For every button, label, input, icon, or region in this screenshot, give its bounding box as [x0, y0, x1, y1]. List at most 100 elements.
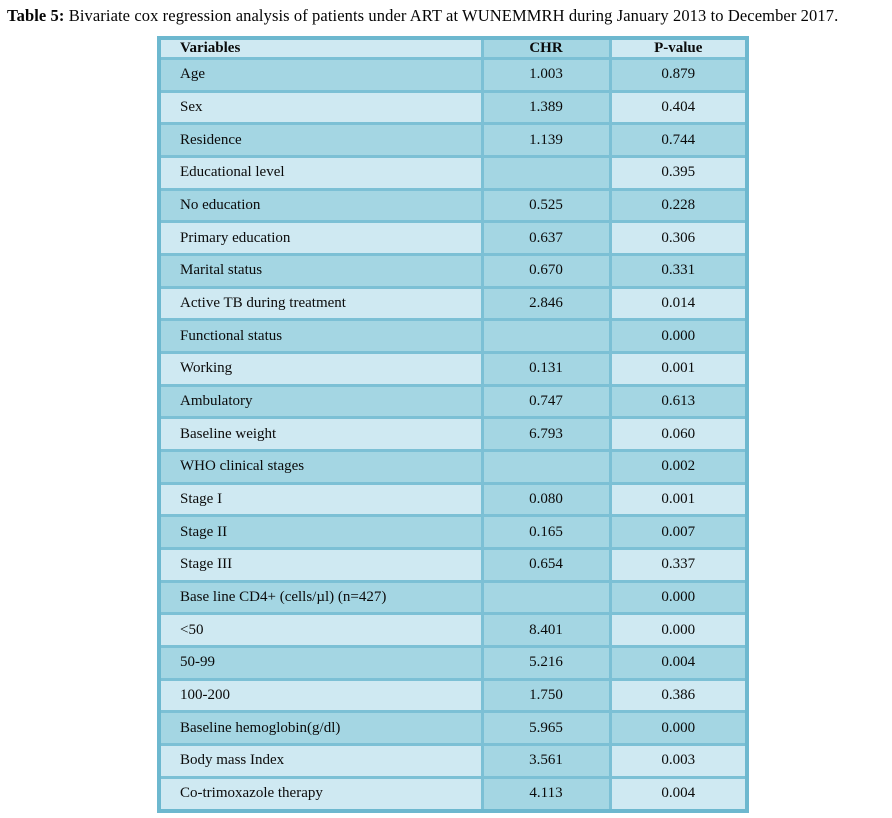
variable-cell: Baseline hemoglobin(g/dl) [157, 710, 484, 747]
chr-cell: 3.561 [480, 743, 612, 779]
column-header-chr: CHR [480, 36, 612, 60]
column-header-p-value: P-value [608, 36, 749, 60]
variable-cell: Functional status [157, 318, 484, 355]
table-row: Age 1.003 0.879 [157, 57, 749, 93]
table-row: Base line CD4+ (cells/µl) (n=427) 0.000 [157, 579, 749, 616]
table-container: Variables CHR P-value Age 1.003 0.879 Sex 1.… [157, 36, 749, 813]
p-value-cell: 0.004 [608, 775, 749, 813]
table-row: Co-trimoxazole therapy 4.113 0.004 [157, 775, 749, 813]
variable-cell: Ambulatory [157, 383, 484, 420]
variable-cell: Stage I [157, 481, 484, 518]
cox-regression-table: Variables CHR P-value Age 1.003 0.879 Sex 1.… [157, 36, 749, 813]
variable-cell: WHO clinical stages [157, 449, 484, 485]
table-caption-text: Bivariate cox regression analysis of pat… [64, 6, 839, 25]
chr-cell [480, 155, 612, 191]
variable-cell: <50 [157, 612, 484, 649]
table-row: Body mass Index 3.561 0.003 [157, 743, 749, 779]
chr-cell: 2.846 [480, 285, 612, 322]
table-header: Variables CHR P-value [157, 36, 749, 60]
variable-cell: Base line CD4+ (cells/µl) (n=427) [157, 579, 484, 616]
table-row: Stage III 0.654 0.337 [157, 547, 749, 583]
p-value-cell: 0.003 [608, 743, 749, 779]
column-header-variables: Variables [157, 36, 484, 60]
table-row: Marital status 0.670 0.331 [157, 253, 749, 289]
variable-cell: Working [157, 351, 484, 387]
table-row: 50-99 5.216 0.004 [157, 645, 749, 681]
variable-cell: Baseline weight [157, 416, 484, 453]
chr-cell: 1.139 [480, 122, 612, 159]
p-value-cell: 0.000 [608, 318, 749, 355]
p-value-cell: 0.337 [608, 547, 749, 583]
p-value-cell: 0.331 [608, 253, 749, 289]
table-row: No education 0.525 0.228 [157, 187, 749, 224]
variable-cell: Primary education [157, 220, 484, 257]
chr-cell: 1.003 [480, 57, 612, 93]
table-row: Baseline weight 6.793 0.060 [157, 416, 749, 453]
chr-cell: 0.525 [480, 187, 612, 224]
p-value-cell: 0.395 [608, 155, 749, 191]
p-value-cell: 0.000 [608, 579, 749, 616]
chr-cell: 0.165 [480, 514, 612, 551]
p-value-cell: 0.001 [608, 351, 749, 387]
table-row: Residence 1.139 0.744 [157, 122, 749, 159]
p-value-cell: 0.306 [608, 220, 749, 257]
p-value-cell: 0.613 [608, 383, 749, 420]
table-row: Baseline hemoglobin(g/dl) 5.965 0.000 [157, 710, 749, 747]
p-value-cell: 0.744 [608, 122, 749, 159]
p-value-cell: 0.007 [608, 514, 749, 551]
chr-cell: 1.750 [480, 677, 612, 714]
p-value-cell: 0.000 [608, 710, 749, 747]
table-row: Ambulatory 0.747 0.613 [157, 383, 749, 420]
table-row: WHO clinical stages 0.002 [157, 449, 749, 485]
chr-cell [480, 449, 612, 485]
chr-cell [480, 579, 612, 616]
variable-cell: Stage II [157, 514, 484, 551]
table-row: Active TB during treatment 2.846 0.014 [157, 285, 749, 322]
p-value-cell: 0.404 [608, 89, 749, 126]
chr-cell: 0.131 [480, 351, 612, 387]
p-value-cell: 0.000 [608, 612, 749, 649]
chr-cell: 6.793 [480, 416, 612, 453]
table-caption: Table 5: Bivariate cox regression analys… [7, 6, 891, 26]
table-row: Educational level 0.395 [157, 155, 749, 191]
chr-cell: 1.389 [480, 89, 612, 126]
variable-cell: Age [157, 57, 484, 93]
p-value-cell: 0.004 [608, 645, 749, 681]
chr-cell [480, 318, 612, 355]
p-value-cell: 0.060 [608, 416, 749, 453]
variable-cell: Stage III [157, 547, 484, 583]
chr-cell: 0.080 [480, 481, 612, 518]
chr-cell: 4.113 [480, 775, 612, 813]
table-body: Age 1.003 0.879 Sex 1.389 0.404 Residence 1.139… [157, 57, 749, 813]
table-row: Stage II 0.165 0.007 [157, 514, 749, 551]
table-row: Functional status 0.000 [157, 318, 749, 355]
variable-cell: Co-trimoxazole therapy [157, 775, 484, 813]
chr-cell: 0.747 [480, 383, 612, 420]
chr-cell: 0.670 [480, 253, 612, 289]
p-value-cell: 0.002 [608, 449, 749, 485]
chr-cell: 0.637 [480, 220, 612, 257]
variable-cell: Residence [157, 122, 484, 159]
p-value-cell: 0.001 [608, 481, 749, 518]
chr-cell: 5.216 [480, 645, 612, 681]
table-row: <50 8.401 0.000 [157, 612, 749, 649]
table-row: Primary education 0.637 0.306 [157, 220, 749, 257]
table-row: Working 0.131 0.001 [157, 351, 749, 387]
variable-cell: Educational level [157, 155, 484, 191]
variable-cell: Marital status [157, 253, 484, 289]
table-row: 100-200 1.750 0.386 [157, 677, 749, 714]
variable-cell: Active TB during treatment [157, 285, 484, 322]
p-value-cell: 0.014 [608, 285, 749, 322]
variable-cell: 50-99 [157, 645, 484, 681]
variable-cell: Body mass Index [157, 743, 484, 779]
table-row: Stage I 0.080 0.001 [157, 481, 749, 518]
variable-cell: Sex [157, 89, 484, 126]
variable-cell: No education [157, 187, 484, 224]
chr-cell: 8.401 [480, 612, 612, 649]
chr-cell: 0.654 [480, 547, 612, 583]
table-caption-label: Table 5: [7, 6, 65, 25]
p-value-cell: 0.228 [608, 187, 749, 224]
p-value-cell: 0.879 [608, 57, 749, 93]
variable-cell: 100-200 [157, 677, 484, 714]
